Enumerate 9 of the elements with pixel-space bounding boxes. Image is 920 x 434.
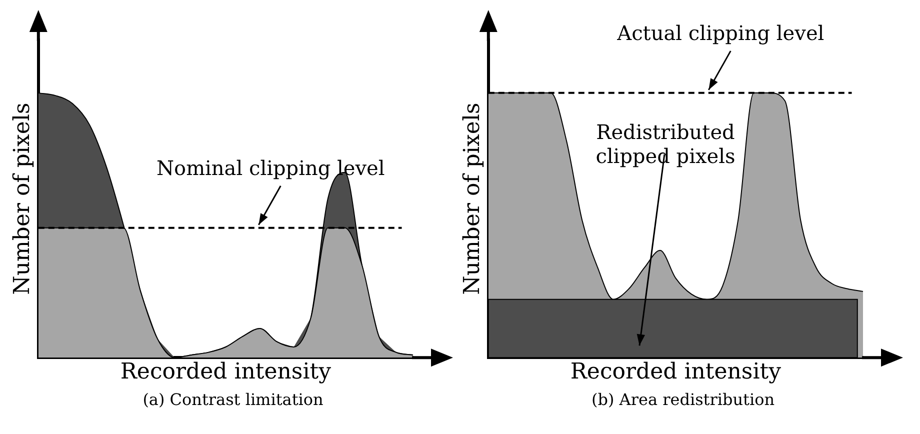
ref-line-label: Nominal clipping level [156,156,385,180]
text: (a) Contrast limitation [142,390,324,409]
text: (b) Area redistribution [590,390,776,409]
x-axis-title: Recorded intensity [570,360,782,385]
annotation: Redistributed clipped pixels [594,120,736,168]
x-axis-title: Recorded intensity [120,360,332,385]
ref-line-label: Actual clipping level [616,21,824,46]
y-axis-title: Number of pixels [460,102,485,295]
y-axis-title: Number of pixels [10,102,35,295]
